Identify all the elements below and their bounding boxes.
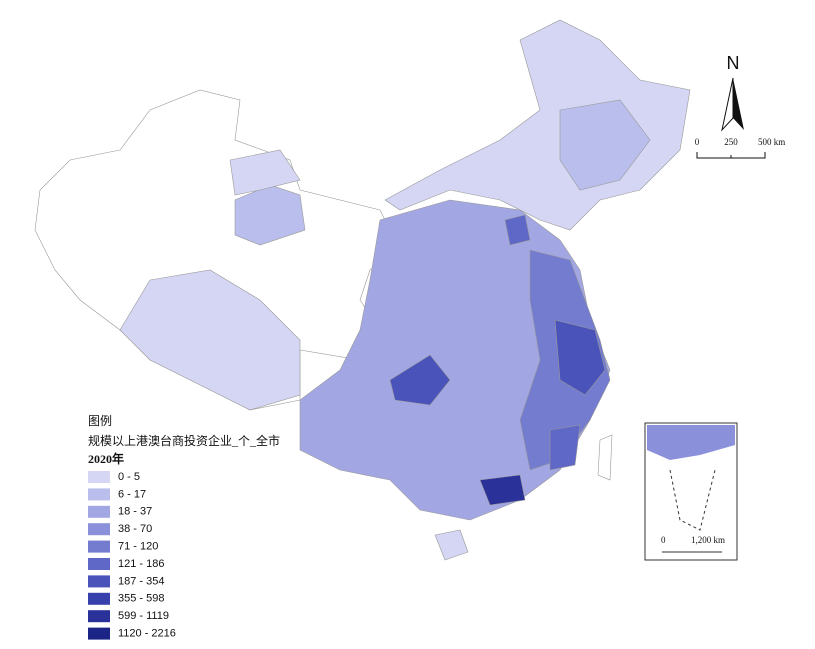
legend-swatch: [88, 592, 110, 605]
scale-label: 500 km: [758, 137, 785, 147]
arrow-half: [721, 77, 734, 132]
inset-mainland: [647, 425, 735, 460]
legend-swatch: [88, 488, 110, 501]
region-tibet: [119, 269, 301, 411]
region-ne: [384, 19, 691, 231]
legend-label: 187 - 354: [118, 575, 164, 587]
region-yrd: [554, 319, 606, 396]
scale-bar: 0 250 500 km: [695, 137, 785, 159]
scale-label: 250: [724, 137, 738, 147]
legend-label: 1120 - 2216: [118, 628, 176, 640]
legend-swatch: [88, 558, 110, 570]
legend-label: 6 - 17: [118, 488, 146, 500]
inset: 0 1,200 km: [644, 422, 738, 561]
scale-label: 0: [695, 137, 700, 147]
legend-swatch: [88, 610, 110, 623]
legend-label: 0 - 5: [118, 471, 140, 483]
region-fujian: [549, 424, 581, 471]
legend-label: 18 - 37: [118, 506, 152, 518]
region-ne2: [559, 99, 651, 191]
region-taiwan: [597, 434, 613, 481]
legend-swatch: [88, 627, 110, 640]
region-prd: [479, 474, 526, 506]
inset-scale-label: 0: [661, 535, 666, 545]
legend: 图例 规模以上港澳台商投资企业_个_全市 2020年 0 - 5 6 - 17 18…: [88, 414, 280, 640]
legend-swatch: [88, 471, 110, 483]
legend-label: 71 - 120: [118, 541, 158, 553]
north-label: N: [727, 53, 740, 73]
arrow-half: [733, 78, 744, 130]
region-xj2: [229, 149, 301, 196]
legend-swatch: [88, 540, 110, 553]
region-hainan: [434, 529, 469, 561]
map-regions: [34, 19, 691, 561]
legend-label: 38 - 70: [118, 523, 152, 535]
legend-swatch: [88, 575, 110, 588]
legend-label: 121 - 186: [118, 558, 164, 570]
legend-year: 2020年: [88, 451, 124, 466]
legend-title: 规模以上港澳台商投资企业_个_全市: [88, 433, 280, 448]
legend-label: 355 - 598: [118, 593, 164, 605]
region-beijing: [504, 214, 531, 246]
legend-heading: 图例: [88, 414, 112, 428]
north-arrow: N: [721, 53, 744, 132]
inset-line: [669, 469, 716, 531]
legend-swatch: [88, 523, 110, 536]
scale-line: [696, 152, 766, 159]
inset-scale-label: 1,200 km: [691, 535, 725, 545]
region-sichuan: [389, 354, 451, 406]
legend-swatch: [88, 505, 110, 518]
legend-label: 599 - 1119: [118, 610, 169, 622]
